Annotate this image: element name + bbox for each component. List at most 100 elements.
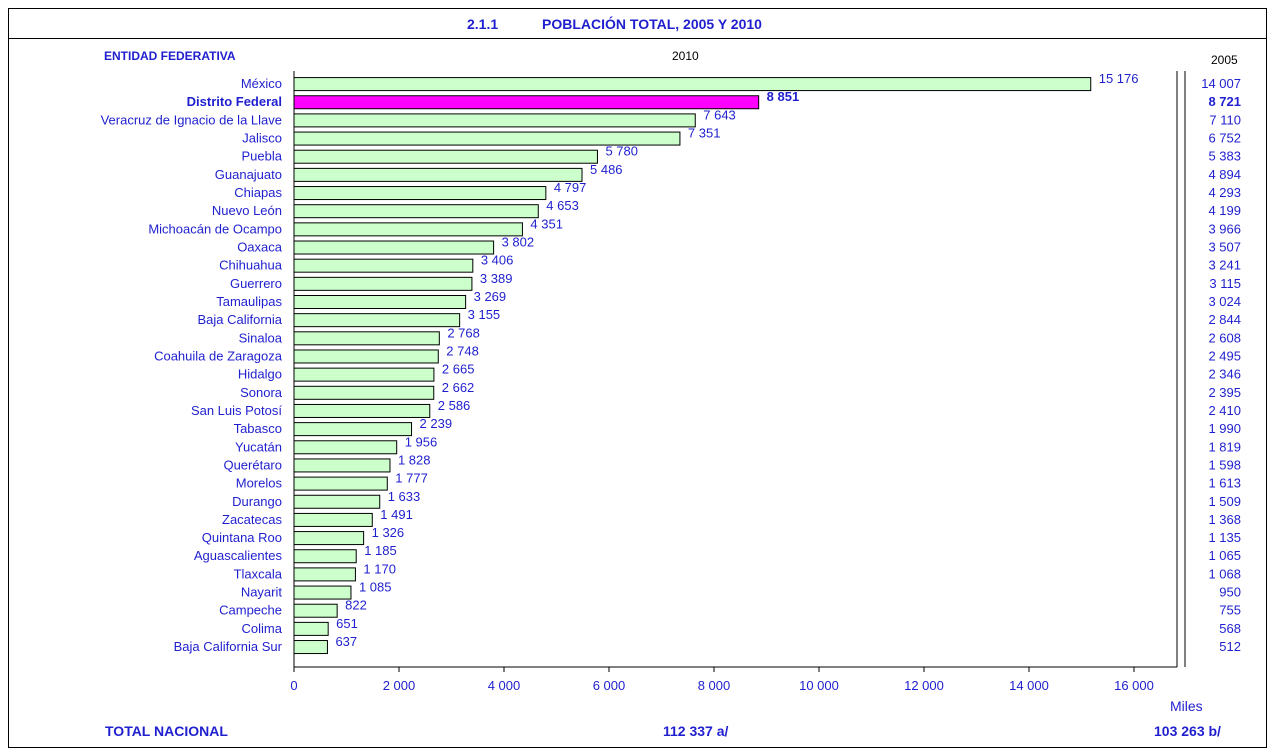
category-label: San Luis Potosí	[191, 403, 282, 418]
data-label-2010: 3 406	[481, 253, 514, 268]
data-label-2010: 1 170	[363, 561, 396, 576]
total-nacional-label: TOTAL NACIONAL	[105, 723, 228, 739]
data-label-2005: 1 368	[1208, 512, 1241, 527]
data-label-2010: 3 802	[502, 235, 535, 250]
data-label-2010: 822	[345, 598, 367, 613]
category-label: Jalisco	[242, 131, 282, 146]
category-label: Oaxaca	[237, 240, 283, 255]
data-label-2010: 5 780	[605, 144, 638, 159]
bar-2010	[293, 77, 1092, 92]
category-label: México	[241, 76, 282, 91]
column-header-entidad: ENTIDAD FEDERATIVA	[104, 49, 236, 63]
bar-2010	[293, 494, 381, 509]
category-label: Morelos	[236, 476, 283, 491]
bar-2010	[293, 276, 473, 291]
data-label-2010: 1 777	[395, 471, 428, 486]
data-label-2005: 1 598	[1208, 457, 1241, 472]
category-label: Quintana Roo	[202, 530, 282, 545]
category-label: Chiapas	[234, 185, 282, 200]
data-label-2005: 2 346	[1208, 367, 1241, 382]
chart-frame: 2.1.1 POBLACIÓN TOTAL, 2005 Y 2010 ENTID…	[8, 8, 1267, 748]
x-tick-label: 10 000	[799, 678, 839, 693]
data-label-2005: 6 752	[1208, 131, 1241, 146]
data-label-2010: 7 351	[688, 126, 721, 141]
bar-2010	[293, 567, 356, 582]
data-label-2010: 1 633	[388, 489, 421, 504]
x-tick-label: 4 000	[488, 678, 521, 693]
data-label-2010: 1 185	[364, 543, 397, 558]
bar-2010	[293, 440, 398, 455]
data-label-2005: 3 966	[1208, 221, 1241, 236]
data-label-2010: 1 085	[359, 580, 392, 595]
data-label-2010: 1 956	[405, 434, 438, 449]
data-label-2005: 8 721	[1208, 94, 1241, 109]
x-tick-label: 14 000	[1009, 678, 1049, 693]
data-label-2005: 7 110	[1209, 112, 1241, 127]
category-label: Chihuahua	[219, 258, 283, 273]
data-label-2010: 4 351	[530, 216, 563, 231]
category-label: Zacatecas	[222, 512, 282, 527]
data-label-2010: 8 851	[767, 89, 800, 104]
data-label-2005: 5 383	[1208, 149, 1241, 164]
category-label: Querétaro	[223, 457, 282, 472]
data-label-2010: 7 643	[703, 107, 736, 122]
total-2010-value: 112 337 a/	[663, 723, 729, 739]
bar-2010	[293, 113, 696, 128]
category-label: Guanajuato	[215, 167, 282, 182]
bar-2010	[293, 385, 435, 400]
table-number: 2.1.1	[467, 16, 499, 32]
data-label-2010: 1 828	[398, 452, 431, 467]
category-label: Baja California	[197, 312, 282, 327]
bar-2010	[293, 349, 439, 364]
data-label-2010: 5 486	[590, 162, 623, 177]
bar-2010	[293, 476, 388, 491]
category-label: Sonora	[240, 385, 283, 400]
category-label: Michoacán de Ocampo	[148, 221, 282, 236]
category-label: Sinaloa	[239, 330, 283, 345]
bar-2010	[293, 422, 413, 437]
category-label: Nayarit	[241, 585, 283, 600]
data-label-2005: 4 199	[1208, 203, 1241, 218]
data-label-2010: 2 768	[447, 325, 480, 340]
data-label-2005: 1 065	[1208, 548, 1241, 563]
category-label: Durango	[232, 494, 282, 509]
data-label-2010: 4 653	[546, 198, 579, 213]
chart-title: POBLACIÓN TOTAL, 2005 Y 2010	[542, 16, 762, 32]
bar-2010	[293, 603, 338, 618]
data-label-2010: 3 155	[468, 307, 501, 322]
data-label-2005: 755	[1219, 603, 1241, 618]
category-label: Nuevo León	[212, 203, 282, 218]
bar-2010	[293, 621, 329, 636]
bar-2010	[293, 640, 328, 655]
data-label-2010: 1 491	[380, 507, 413, 522]
x-tick-label: 8 000	[698, 678, 731, 693]
data-label-2005: 1 613	[1208, 476, 1241, 491]
bar-2010	[293, 167, 583, 182]
bar-2010	[293, 458, 391, 473]
x-tick-label: 2 000	[383, 678, 416, 693]
title-bar: 2.1.1 POBLACIÓN TOTAL, 2005 Y 2010	[9, 9, 1266, 39]
data-label-2005: 2 410	[1208, 403, 1241, 418]
data-label-2010: 2 662	[442, 380, 475, 395]
data-label-2005: 2 608	[1208, 330, 1241, 345]
x-tick-label: 12 000	[904, 678, 944, 693]
category-label: Yucatán	[235, 439, 282, 454]
data-label-2005: 1 990	[1208, 421, 1241, 436]
data-label-2005: 1 509	[1208, 494, 1241, 509]
data-label-2005: 14 007	[1201, 76, 1241, 91]
data-label-2005: 3 241	[1208, 258, 1241, 273]
data-label-2005: 950	[1219, 585, 1241, 600]
data-label-2010: 2 748	[446, 343, 479, 358]
data-label-2005: 1 068	[1208, 566, 1241, 581]
category-label: Veracruz de Ignacio de la Llave	[101, 112, 282, 127]
column-header-2010: 2010	[672, 49, 699, 63]
bar-2010	[293, 531, 365, 546]
data-label-2005: 3 507	[1208, 240, 1241, 255]
data-label-2010: 1 326	[372, 525, 405, 540]
bar-2010	[293, 313, 461, 328]
bar-2010	[293, 512, 373, 527]
data-label-2010: 2 239	[420, 416, 453, 431]
data-label-2005: 3 024	[1208, 294, 1241, 309]
x-axis-unit-label: Miles	[1170, 698, 1203, 714]
bar-2010	[293, 240, 495, 255]
